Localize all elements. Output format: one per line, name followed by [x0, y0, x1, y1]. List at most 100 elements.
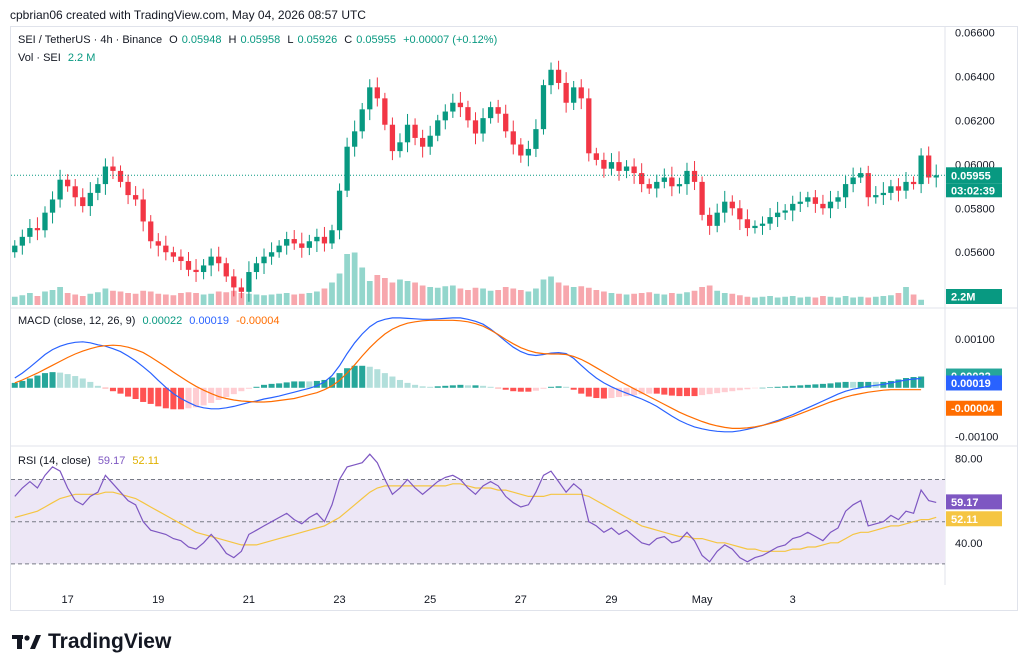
volume-bar [480, 288, 486, 305]
macd-histogram-bar [804, 384, 811, 388]
macd-histogram-bar [789, 385, 796, 388]
macd-histogram-bar [570, 387, 577, 390]
rsi-label[interactable]: RSI (14, close) [18, 455, 91, 467]
macd-histogram-bar [683, 387, 691, 397]
volume-label[interactable]: Vol · SEI [18, 52, 61, 64]
candle-body [540, 85, 547, 130]
volume-bar [729, 293, 736, 305]
volume-bar [789, 296, 796, 305]
volume-bar [193, 293, 199, 305]
macd-histogram-bar [517, 387, 524, 392]
candle-body [19, 236, 25, 246]
time-tick-label: 27 [515, 594, 527, 606]
volume-bar [223, 292, 230, 305]
volume-bar [34, 296, 41, 305]
macd-label[interactable]: MACD (close, 12, 26, 9) [18, 315, 136, 327]
macd-histogram-bar [510, 387, 517, 392]
volume-bar [261, 295, 267, 305]
volume-bar [419, 285, 426, 305]
symbol-label[interactable]: SEI / TetherUS · 4h · Binance [18, 34, 163, 46]
candle-body [246, 272, 252, 292]
candle-body [34, 228, 41, 231]
volume-bar [314, 291, 320, 305]
macd-histogram-bar [736, 387, 743, 391]
volume-bar [910, 294, 917, 305]
tradingview-logo[interactable]: TradingView [12, 630, 171, 654]
volume-bar [487, 290, 494, 305]
volume-bar [110, 290, 116, 305]
volume-bar [804, 296, 811, 305]
macd-histogram-bar [759, 387, 766, 389]
macd-histogram-bar [419, 386, 426, 388]
macd-histogram-bar [767, 387, 774, 388]
macd-histogram-bar [381, 373, 388, 388]
candle-body [714, 212, 720, 226]
candle-body [72, 186, 78, 198]
high-value: 0.05958 [240, 34, 281, 46]
rsi-ma-tag: 52.11 [951, 514, 978, 526]
macd-histogram-bar [714, 387, 721, 394]
candle-body [389, 124, 396, 152]
macd-histogram-bar [351, 365, 358, 388]
volume-bar [857, 296, 864, 305]
volume-bar [918, 299, 924, 305]
candle-body [382, 98, 388, 125]
close-value: 0.05955 [356, 34, 396, 46]
macd-histogram-bar [306, 381, 313, 388]
macd-histogram-bar [540, 387, 547, 389]
candle-body [518, 144, 524, 156]
volume-bar [812, 297, 819, 305]
volume-bar [842, 296, 849, 305]
candle-body [548, 69, 554, 86]
volume-bar [721, 293, 728, 305]
macd-histogram-bar [230, 387, 237, 395]
macd-histogram-bar [812, 384, 819, 388]
macd-histogram-bar [208, 387, 215, 403]
macd-histogram-bar [155, 387, 162, 407]
candle-body [125, 181, 131, 196]
candle-body [903, 181, 909, 191]
volume-bar [125, 293, 131, 305]
macd-signal-tag-bg [946, 400, 1002, 416]
candle-body [533, 129, 539, 149]
volume-bar [208, 293, 215, 305]
volume-bar [170, 295, 177, 305]
volume-bar [42, 291, 48, 305]
candle-body [132, 195, 139, 200]
volume-bar [774, 297, 781, 305]
macd-histogram-bar [487, 386, 494, 388]
candle-body [842, 184, 849, 198]
macd-histogram-bar [298, 381, 305, 388]
volume-bar [351, 252, 358, 305]
macd-line-tag-bg [946, 375, 1002, 391]
volume-bar [11, 296, 18, 305]
candle-body [80, 197, 86, 207]
candle-body [563, 82, 569, 103]
macd-histogram-bar [918, 376, 925, 388]
candle-body [480, 118, 486, 134]
volume-bar [102, 288, 109, 305]
candle-body [503, 113, 509, 132]
candle-body [314, 236, 320, 242]
rsi-line [14, 453, 937, 563]
macd-histogram-bar [902, 378, 910, 388]
candle-body [284, 239, 290, 246]
candle-body [299, 243, 305, 248]
candle-body [623, 166, 630, 171]
volume-bar [200, 294, 207, 305]
candle-body [223, 263, 229, 277]
candle-body [110, 166, 116, 171]
volume-bar [676, 293, 683, 305]
volume-bar [827, 296, 834, 305]
macd-histogram-bar [359, 365, 366, 388]
macd-histogram-bar [64, 374, 71, 388]
macd-histogram-bar [72, 376, 79, 388]
macd-histogram-bar [661, 387, 668, 395]
volume-bar [706, 285, 713, 305]
volume-bar [472, 287, 479, 305]
volume-bar [548, 276, 554, 305]
open-label: O [169, 34, 178, 46]
volume-bar [601, 291, 607, 305]
candle-body [593, 153, 599, 160]
